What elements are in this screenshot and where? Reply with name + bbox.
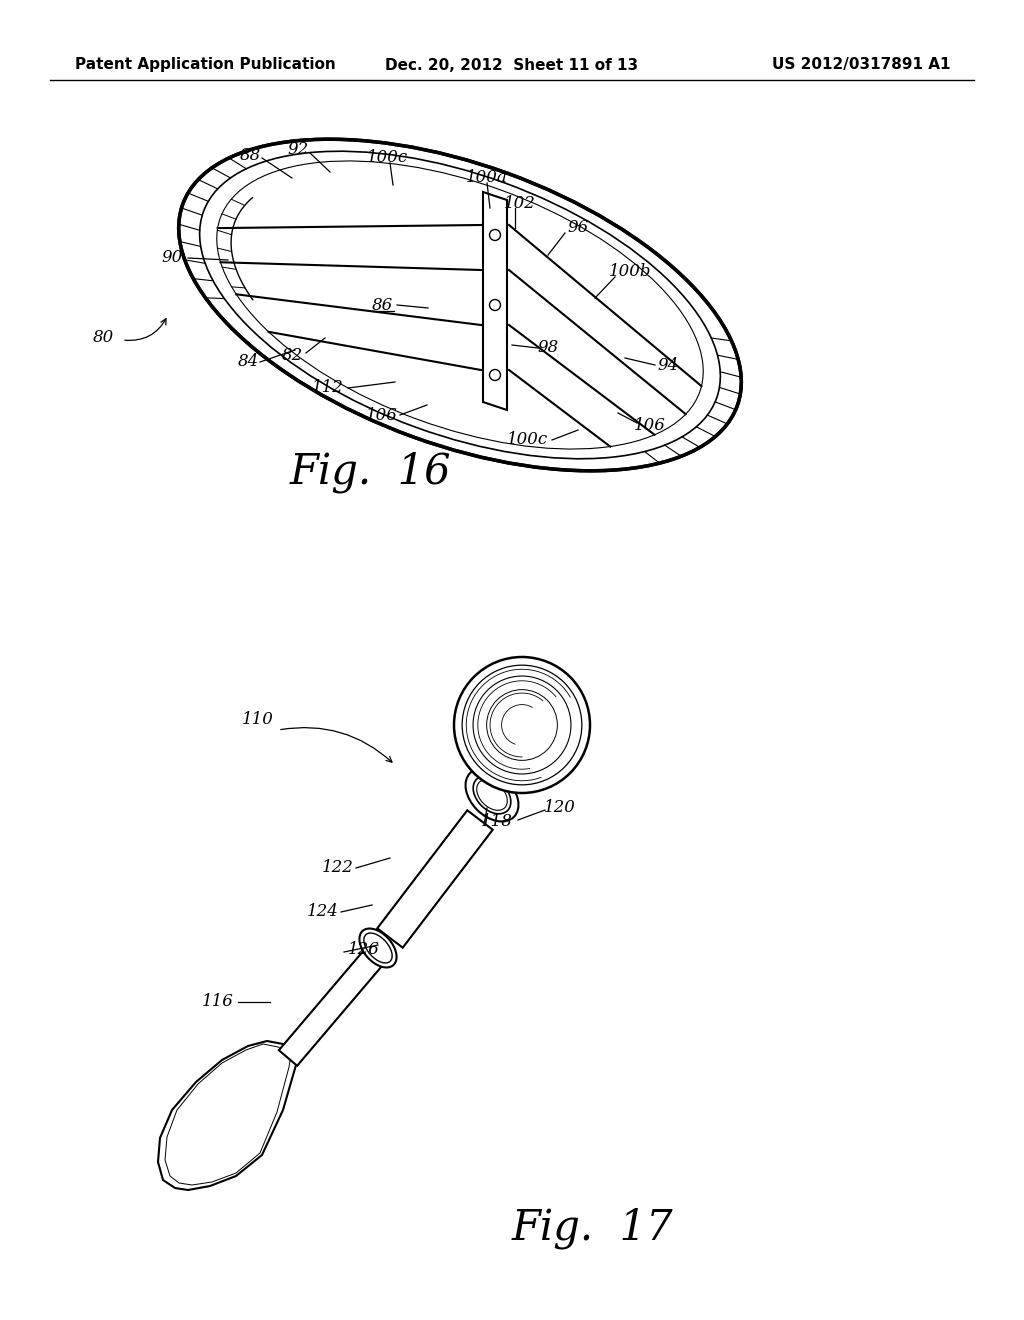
Text: 80: 80 bbox=[92, 330, 114, 346]
Ellipse shape bbox=[178, 139, 741, 471]
Text: 110: 110 bbox=[242, 711, 274, 729]
Text: 100c: 100c bbox=[507, 432, 548, 449]
Text: 126: 126 bbox=[348, 941, 380, 958]
Text: 106: 106 bbox=[366, 407, 398, 424]
Text: Fig.  16: Fig. 16 bbox=[289, 451, 451, 492]
Text: Dec. 20, 2012  Sheet 11 of 13: Dec. 20, 2012 Sheet 11 of 13 bbox=[385, 58, 639, 73]
Polygon shape bbox=[279, 950, 382, 1065]
Text: 100c: 100c bbox=[367, 149, 408, 166]
Polygon shape bbox=[377, 810, 493, 948]
Text: 98: 98 bbox=[538, 339, 559, 356]
Text: 106: 106 bbox=[634, 417, 666, 433]
Text: 86: 86 bbox=[372, 297, 392, 314]
Text: 84: 84 bbox=[238, 354, 259, 371]
Text: 92: 92 bbox=[288, 141, 308, 158]
Text: 100a: 100a bbox=[466, 169, 508, 186]
Text: Fig.  17: Fig. 17 bbox=[511, 1206, 673, 1249]
Text: 90: 90 bbox=[162, 249, 182, 267]
Polygon shape bbox=[158, 1041, 298, 1191]
Ellipse shape bbox=[477, 780, 507, 810]
Text: 100b: 100b bbox=[608, 264, 651, 281]
Text: 124: 124 bbox=[307, 903, 339, 920]
Text: 94: 94 bbox=[657, 356, 679, 374]
Circle shape bbox=[489, 230, 501, 240]
Polygon shape bbox=[483, 191, 507, 411]
Text: 96: 96 bbox=[567, 219, 589, 236]
Ellipse shape bbox=[359, 928, 396, 968]
Text: 120: 120 bbox=[544, 800, 575, 817]
Text: 102: 102 bbox=[504, 194, 536, 211]
Circle shape bbox=[489, 300, 501, 310]
Text: 88: 88 bbox=[240, 147, 261, 164]
Ellipse shape bbox=[364, 933, 392, 964]
Text: 122: 122 bbox=[323, 859, 354, 876]
Ellipse shape bbox=[466, 768, 518, 821]
Text: US 2012/0317891 A1: US 2012/0317891 A1 bbox=[771, 58, 950, 73]
Ellipse shape bbox=[473, 776, 511, 814]
Text: 116: 116 bbox=[202, 994, 233, 1011]
Text: 82: 82 bbox=[282, 346, 303, 363]
Text: 112: 112 bbox=[312, 380, 344, 396]
Circle shape bbox=[489, 370, 501, 380]
Text: Patent Application Publication: Patent Application Publication bbox=[75, 58, 336, 73]
Circle shape bbox=[454, 657, 590, 793]
Text: 118: 118 bbox=[481, 813, 513, 830]
